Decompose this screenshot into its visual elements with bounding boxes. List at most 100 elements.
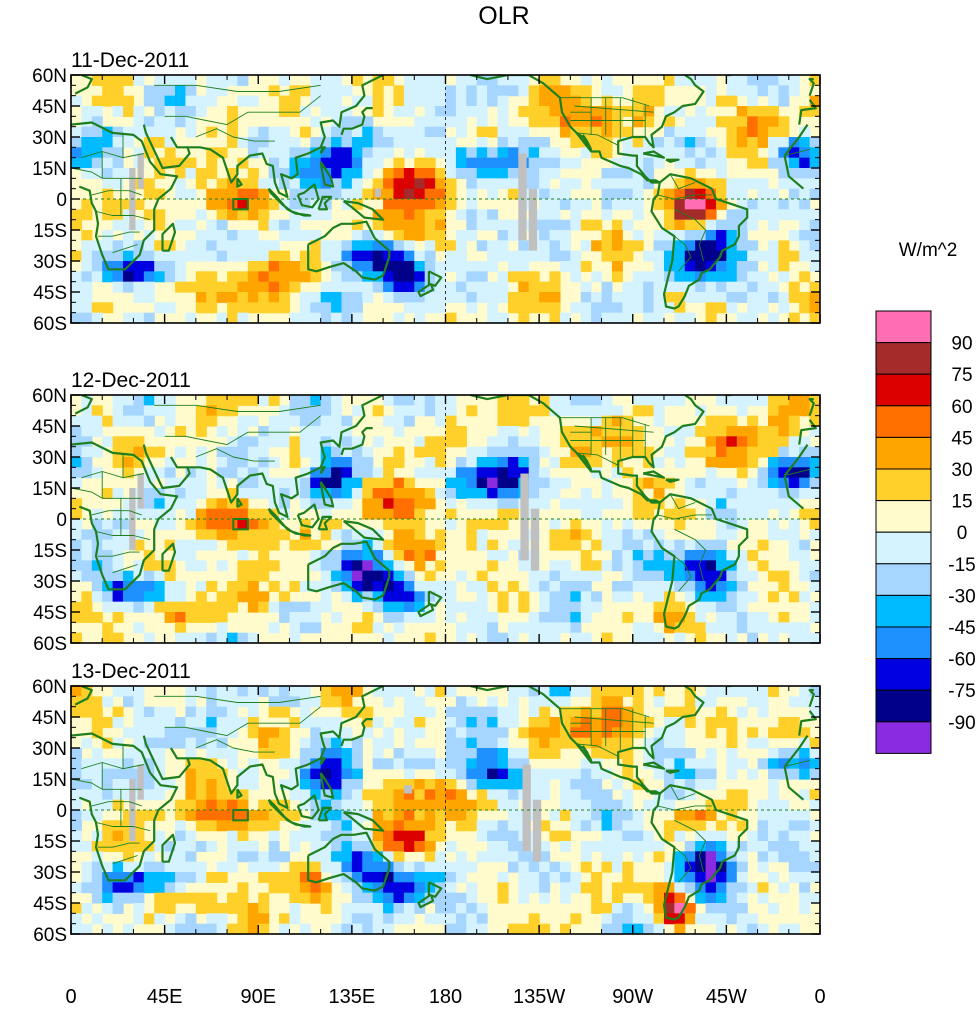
field-cell xyxy=(466,271,478,283)
field-cell xyxy=(206,872,218,883)
field-cell xyxy=(164,903,176,914)
field-cell xyxy=(351,95,363,107)
field-cell xyxy=(403,696,415,708)
field-cell xyxy=(206,923,218,934)
field-cell xyxy=(362,717,374,728)
field-cell xyxy=(112,508,124,520)
field-cell xyxy=(767,686,779,697)
field-cell xyxy=(403,539,415,551)
field-cell xyxy=(549,302,561,314)
field-cell xyxy=(466,75,478,86)
field-cell xyxy=(622,415,634,427)
field-cell xyxy=(591,116,603,128)
field-cell xyxy=(466,219,478,231)
field-cell xyxy=(123,75,135,86)
field-cell xyxy=(81,271,93,283)
field-cell xyxy=(788,632,800,643)
field-cell xyxy=(778,395,790,406)
field-cell xyxy=(102,240,114,252)
field-cell xyxy=(726,230,738,241)
field-cell xyxy=(528,147,540,159)
field-cell xyxy=(81,550,93,561)
field-cell xyxy=(414,581,426,592)
field-cell xyxy=(341,446,353,458)
field-cell xyxy=(539,717,551,728)
colorbar-swatch xyxy=(875,531,932,565)
field-cell xyxy=(206,820,218,832)
country-border xyxy=(669,784,696,801)
field-cell xyxy=(799,219,811,231)
field-cell xyxy=(435,95,447,107)
field-cell xyxy=(216,477,228,489)
field-cell xyxy=(497,477,509,489)
field-cell xyxy=(487,622,499,634)
field-cell xyxy=(383,632,395,643)
field-cell xyxy=(299,436,311,448)
field-cell xyxy=(81,612,93,623)
field-cell xyxy=(247,147,259,159)
lat-label: 15S xyxy=(33,221,67,242)
field-cell xyxy=(445,95,457,107)
field-cell xyxy=(247,477,259,489)
field-cell xyxy=(403,488,415,499)
field-cell xyxy=(247,436,259,448)
field-cell xyxy=(341,550,353,561)
field-cell xyxy=(788,209,800,221)
field-cell xyxy=(331,126,343,138)
field-cell xyxy=(164,85,176,97)
field-cell xyxy=(497,727,509,739)
field-cell xyxy=(767,779,779,790)
field-cell xyxy=(674,758,686,770)
field-cell xyxy=(123,508,135,520)
field-cell xyxy=(528,923,540,934)
field-cell xyxy=(643,250,655,262)
field-cell xyxy=(341,696,353,708)
field-cell xyxy=(320,529,332,541)
field-cell xyxy=(247,632,259,643)
field-cell xyxy=(81,903,93,914)
coastline xyxy=(575,131,593,151)
field-cell xyxy=(383,851,395,863)
field-cell xyxy=(216,717,228,728)
field-cell xyxy=(362,508,374,520)
field-cell xyxy=(622,758,634,770)
field-cell xyxy=(466,799,478,811)
field-cell xyxy=(143,560,155,572)
field-cell xyxy=(310,209,322,221)
field-cell xyxy=(507,147,519,159)
field-cell xyxy=(747,727,759,739)
field-cell xyxy=(331,137,343,148)
field-cell xyxy=(279,727,291,739)
field-cell xyxy=(310,872,322,883)
field-cell xyxy=(507,137,519,148)
field-cell xyxy=(466,539,478,551)
field-cell xyxy=(549,106,561,117)
field-cell xyxy=(310,560,322,572)
field-cell xyxy=(622,157,634,169)
field-cell xyxy=(622,810,634,821)
field-cell xyxy=(71,508,82,520)
field-cell xyxy=(112,758,124,770)
field-cell xyxy=(549,240,561,252)
field-cell xyxy=(643,882,655,894)
field-cell xyxy=(455,95,467,107)
field-cell xyxy=(507,188,519,200)
field-cell xyxy=(403,271,415,283)
field-cell xyxy=(383,601,395,613)
field-cell xyxy=(206,601,218,613)
field-cell xyxy=(310,178,322,190)
field-cell xyxy=(788,230,800,241)
field-cell xyxy=(331,457,343,468)
field-cell xyxy=(528,727,540,739)
field-cell xyxy=(393,488,405,499)
field-cell xyxy=(601,748,613,759)
field-cell xyxy=(476,789,488,801)
field-cell xyxy=(570,209,582,221)
field-cell xyxy=(580,488,592,499)
country-border xyxy=(559,417,650,427)
field-cell xyxy=(788,415,800,427)
field-cell xyxy=(705,851,717,863)
field-cell xyxy=(102,199,114,210)
field-cell xyxy=(476,612,488,623)
field-cell xyxy=(518,467,530,479)
